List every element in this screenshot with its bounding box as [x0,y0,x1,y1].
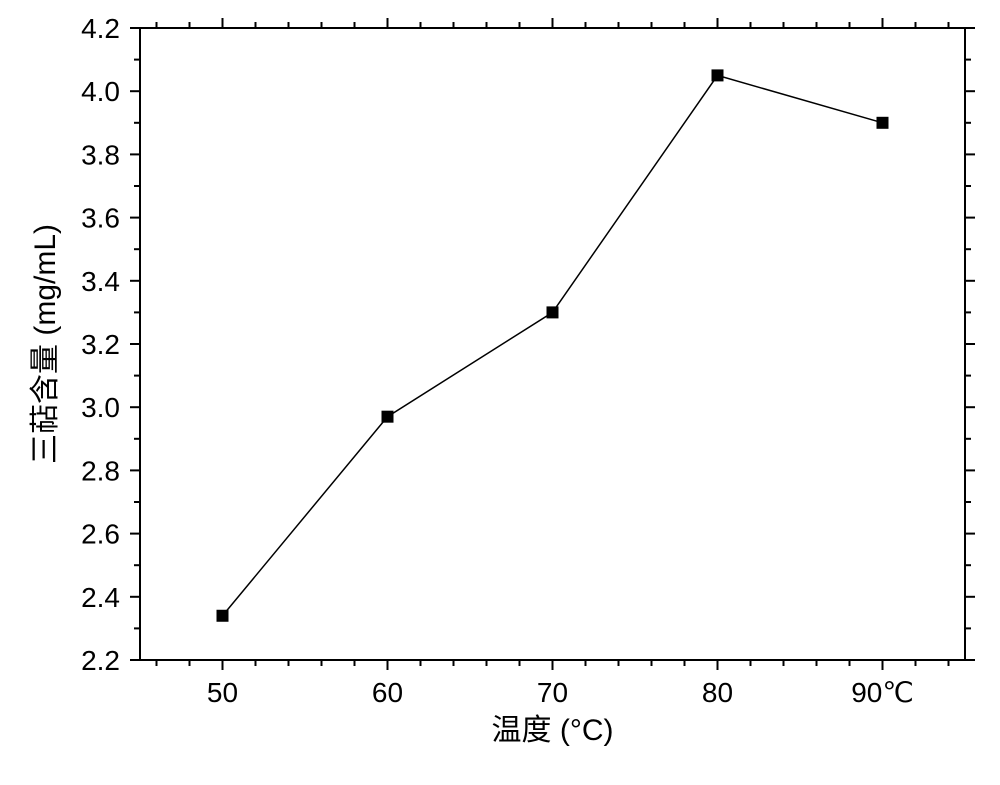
y-tick-label: 4.0 [81,76,120,107]
y-tick-label: 3.6 [81,203,120,234]
x-tick-label: 50 [207,677,238,708]
x-tick-label: 80 [702,677,733,708]
x-tick-label: 70 [537,677,568,708]
y-tick-label: 3.0 [81,392,120,423]
data-marker [712,69,724,81]
data-line [223,75,883,615]
y-axis-label: 三萜含量 (mg/mL) [29,224,62,464]
data-marker [547,306,559,318]
y-tick-label: 3.2 [81,329,120,360]
x-tick-label: 60 [372,677,403,708]
x-tick-label: 90℃ [851,677,914,708]
data-marker [217,610,229,622]
chart-canvas: 50 60 70 80 90℃ 2.2 2.4 2.6 2.8 3.0 3.2 3.4 3.6 3.8 4.… [0,0,1000,785]
data-marker [382,411,394,423]
y-tick-label: 2.8 [81,455,120,486]
data-marker [877,117,889,129]
y-tick-label: 4.2 [81,13,120,44]
y-tick-label: 2.4 [81,582,120,613]
y-tick-label: 2.2 [81,645,120,676]
y-tick-label: 2.6 [81,519,120,550]
line-chart: 50 60 70 80 90℃ 2.2 2.4 2.6 2.8 3.0 3.2 3.4 3.6 3.8 4.… [0,0,1000,785]
y-tick-label: 3.4 [81,266,120,297]
x-axis-label: 温度 (°C) [492,714,614,747]
y-tick-label: 3.8 [81,139,120,170]
